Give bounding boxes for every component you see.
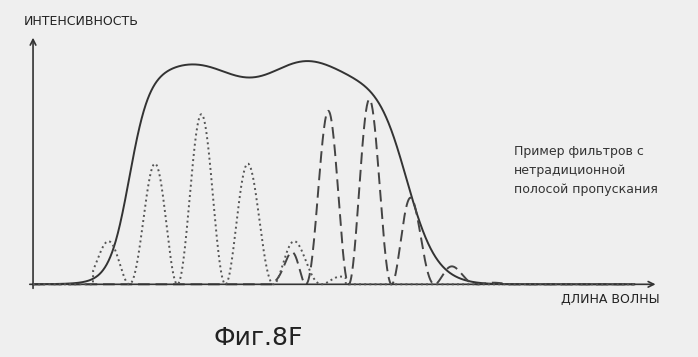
Text: Пример фильтров с
нетрадиционной
полосой пропускания: Пример фильтров с нетрадиционной полосой… <box>514 145 658 196</box>
Text: ИНТЕНСИВНОСТЬ: ИНТЕНСИВНОСТЬ <box>24 15 139 28</box>
Text: ДЛИНА ВОЛНЫ: ДЛИНА ВОЛНЫ <box>561 293 660 306</box>
Text: Фиг.8F: Фиг.8F <box>214 326 303 350</box>
